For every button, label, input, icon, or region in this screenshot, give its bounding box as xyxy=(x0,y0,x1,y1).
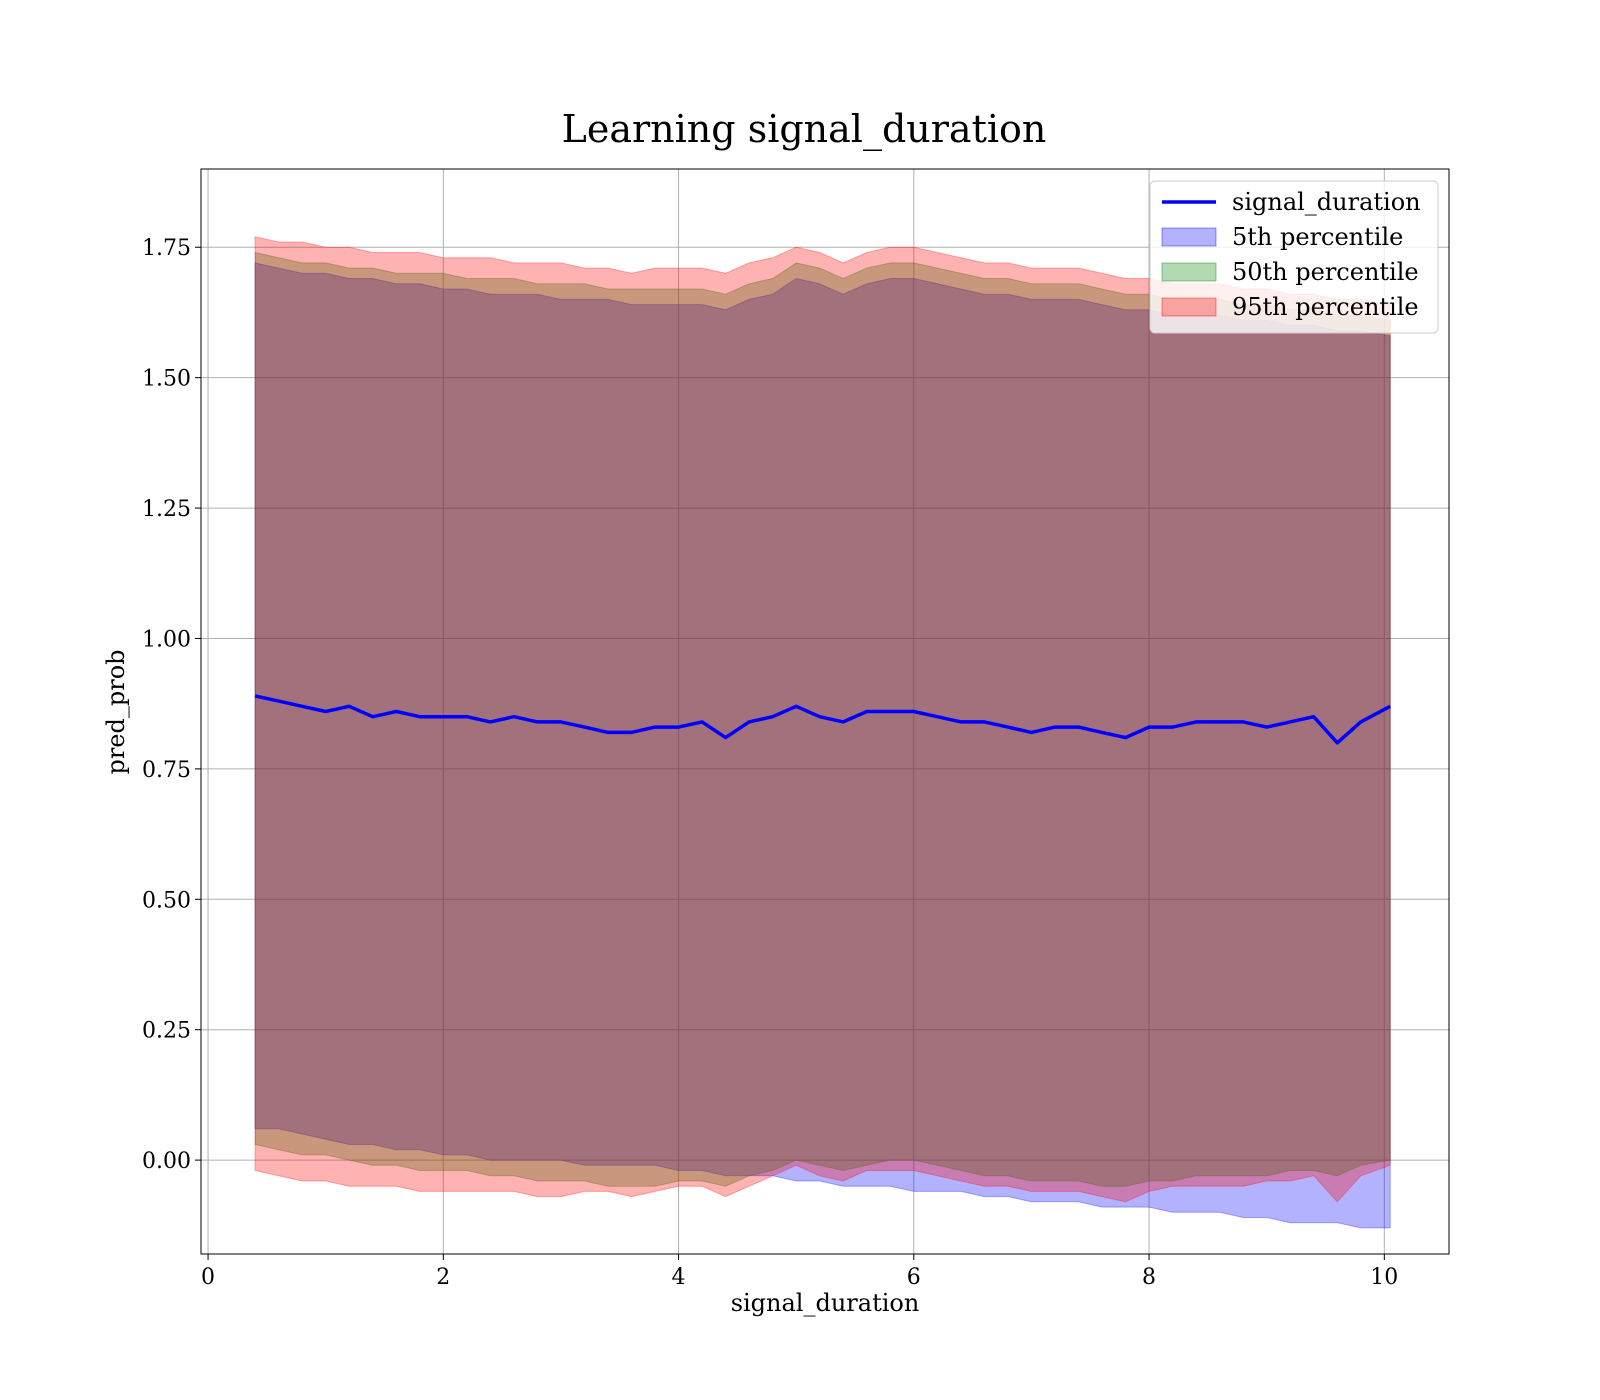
legend-patch-swatch xyxy=(1161,227,1217,247)
y-tick-label: 1.75 xyxy=(142,236,191,261)
band-95th-percentile xyxy=(254,236,1391,1203)
legend-patch-swatch xyxy=(1161,297,1217,317)
x-tick-label: 0 xyxy=(201,1265,215,1290)
chart-title: Learning signal_duration xyxy=(562,107,1047,152)
y-axis-label: pred_prob xyxy=(102,649,130,774)
x-axis-label: signal_duration xyxy=(731,1289,920,1317)
x-tick-label: 6 xyxy=(907,1265,921,1290)
band-5th-percentile xyxy=(254,262,1391,1229)
y-tick-label: 0.75 xyxy=(142,758,191,783)
plot-background xyxy=(201,169,1449,1254)
y-axis: 0.00 0.25 0.50 0.75 1.00 1.25 1.50 1.75 xyxy=(142,236,201,1174)
legend: signal_duration 5th percentile 50th percen… xyxy=(1149,180,1439,334)
x-tick-label: 8 xyxy=(1142,1265,1156,1290)
x-tick-label: 10 xyxy=(1370,1265,1398,1290)
plot-frame xyxy=(200,168,1450,1255)
band-50th-percentile xyxy=(254,251,1391,1187)
plot-area: 0 2 4 6 8 10 0.00 0.25 0.50 0.75 1.00 1.25 1.50 1.75 xyxy=(142,168,1450,1290)
y-tick-label: 0.25 xyxy=(142,1019,191,1044)
line-series-signal-duration xyxy=(254,694,1392,745)
x-tick-label: 4 xyxy=(672,1265,686,1290)
grid xyxy=(201,169,1449,1254)
legend-label: 50th percentile xyxy=(1232,258,1419,286)
percentile-bands xyxy=(254,236,1391,1229)
legend-label: 95th percentile xyxy=(1232,293,1419,321)
x-tick-label: 2 xyxy=(436,1265,450,1290)
y-tick-label: 1.00 xyxy=(142,627,191,652)
legend-label: 5th percentile xyxy=(1232,223,1403,251)
series-lines xyxy=(254,694,1392,745)
legend-patch-swatch xyxy=(1161,262,1217,282)
y-tick-label: 0.00 xyxy=(142,1149,191,1174)
legend-label: signal_duration xyxy=(1232,188,1421,216)
legend-box xyxy=(1149,180,1439,334)
y-tick-label: 1.25 xyxy=(142,497,191,522)
y-tick-label: 0.50 xyxy=(142,888,191,913)
y-tick-label: 1.50 xyxy=(142,367,191,392)
x-axis: 0 2 4 6 8 10 xyxy=(201,1254,1398,1290)
